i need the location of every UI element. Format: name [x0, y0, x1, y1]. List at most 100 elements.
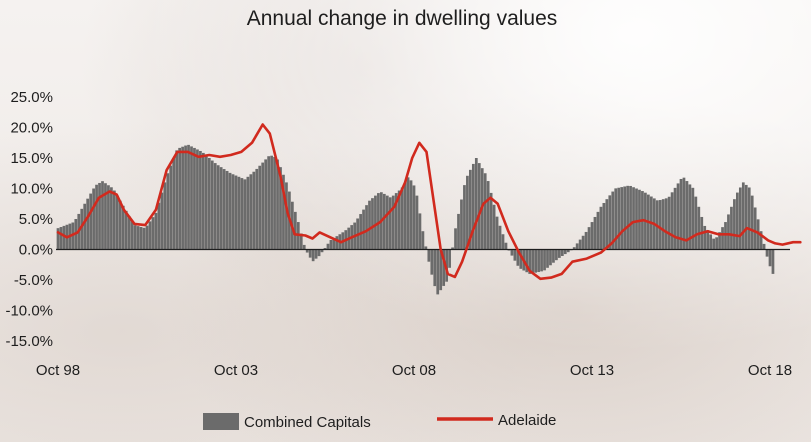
combined-capitals-bar — [127, 215, 131, 250]
combined-capitals-bar — [753, 207, 757, 250]
combined-capitals-bar — [448, 249, 451, 268]
combined-capitals-bar — [317, 249, 321, 257]
combined-capitals-bar — [593, 216, 597, 250]
combined-capitals-bar — [492, 204, 496, 250]
combined-capitals-bar — [563, 249, 567, 255]
combined-capitals-bar — [267, 156, 270, 250]
combined-capitals-bar — [409, 180, 413, 250]
y-tick-label: 15.0% — [10, 150, 53, 167]
combined-capitals-bar — [371, 198, 374, 250]
combined-capitals-bar — [498, 225, 502, 250]
combined-capitals-bar — [555, 249, 558, 261]
combined-capitals-bar — [738, 187, 742, 250]
combined-capitals-bar — [311, 249, 315, 262]
combined-capitals-bar — [608, 195, 612, 250]
combined-capitals-bar — [314, 249, 318, 259]
combined-capitals-bar — [145, 225, 149, 250]
combined-capitals-bar — [365, 205, 368, 250]
combined-capitals-bar — [181, 146, 184, 250]
combined-capitals-bar — [421, 231, 425, 250]
combined-capitals-bar — [611, 191, 615, 250]
combined-capitals-bar — [442, 249, 446, 286]
combined-capitals-bar — [237, 176, 241, 250]
combined-capitals-bar — [471, 163, 475, 250]
combined-capitals-bar — [451, 247, 454, 250]
combined-capitals-bar — [415, 195, 419, 250]
combined-capitals-bar — [270, 155, 273, 250]
combined-capitals-bar — [667, 196, 671, 250]
combined-capitals-bar — [682, 177, 686, 250]
combined-capitals-bar — [697, 206, 701, 250]
combined-capitals-bar — [664, 198, 668, 250]
combined-capitals-bar — [694, 196, 698, 250]
combined-capitals-bar — [264, 159, 268, 250]
combined-capitals-bar — [525, 249, 529, 273]
combined-capitals-bar — [305, 249, 309, 253]
combined-capitals-bar — [207, 158, 211, 250]
y-tick-label: 0.0% — [19, 242, 53, 259]
combined-capitals-bar — [142, 227, 146, 250]
combined-capitals-bar — [688, 184, 692, 250]
combined-capitals-bar — [501, 234, 505, 250]
combined-capitals-bar — [730, 206, 733, 250]
combined-capitals-bar — [172, 158, 176, 250]
combined-capitals-bar — [199, 150, 202, 250]
combined-capitals-bar — [391, 195, 395, 250]
combined-capitals-bar — [474, 158, 478, 250]
combined-capitals-bar — [285, 182, 288, 250]
combined-capitals-bar — [320, 249, 324, 253]
y-tick-label: -5.0% — [14, 272, 53, 289]
combined-capitals-bar — [727, 214, 730, 250]
combined-capitals-bar — [95, 184, 98, 250]
combined-capitals-bar — [658, 200, 662, 250]
combined-capitals-bar — [747, 187, 751, 250]
combined-capitals-bar — [418, 213, 422, 250]
combined-capitals-bar — [332, 238, 336, 250]
combined-capitals-bar — [566, 249, 570, 253]
combined-capitals-bar — [558, 249, 561, 258]
combined-capitals-bar — [115, 195, 119, 250]
combined-capitals-bar — [261, 162, 265, 250]
combined-capitals-bar — [549, 249, 552, 266]
combined-capitals-bar — [581, 235, 585, 250]
combined-capitals-bar — [718, 232, 721, 250]
combined-capitals-bar — [225, 170, 229, 250]
combined-capitals-bar — [394, 193, 398, 250]
combined-capitals-bar — [477, 163, 481, 250]
combined-capitals-bar — [709, 234, 713, 250]
combined-capitals-bar — [193, 147, 196, 250]
combined-capitals-bar — [148, 221, 152, 250]
combined-capitals-bar — [516, 249, 520, 266]
combined-capitals-bar — [299, 233, 303, 250]
combined-capitals-bar — [469, 169, 472, 250]
combined-capitals-bar — [175, 150, 179, 250]
combined-capitals-bar — [724, 222, 727, 250]
combined-capitals-bar — [768, 249, 772, 267]
combined-capitals-bar — [121, 205, 125, 250]
combined-capitals-bar — [759, 231, 763, 250]
combined-capitals-bar — [691, 187, 695, 250]
x-tick-label: Oct 08 — [392, 362, 436, 379]
combined-capitals-bars — [56, 144, 775, 295]
combined-capitals-bar — [252, 171, 256, 250]
combined-capitals-bar — [130, 221, 134, 250]
combined-capitals-bar — [412, 185, 416, 250]
combined-capitals-bar — [733, 199, 736, 250]
combined-capitals-bar — [101, 181, 104, 250]
adelaide-series-line — [56, 123, 802, 281]
combined-capitals-bar — [424, 246, 428, 250]
x-tick-label: Oct 18 — [748, 362, 792, 379]
combined-capitals-bar — [750, 195, 754, 250]
combined-capitals-bar — [632, 187, 635, 250]
combined-capitals-bar — [736, 192, 739, 250]
combined-capitals-bar — [335, 236, 339, 250]
combined-capitals-bar — [202, 152, 205, 250]
combined-capitals-bar — [572, 247, 576, 250]
combined-capitals-bar — [169, 165, 173, 250]
combined-capitals-bar — [216, 165, 220, 250]
combined-capitals-bar — [219, 167, 223, 250]
combined-capitals-bar — [160, 192, 164, 250]
combined-capitals-bar — [629, 185, 632, 250]
combined-capitals-bar — [513, 249, 517, 261]
